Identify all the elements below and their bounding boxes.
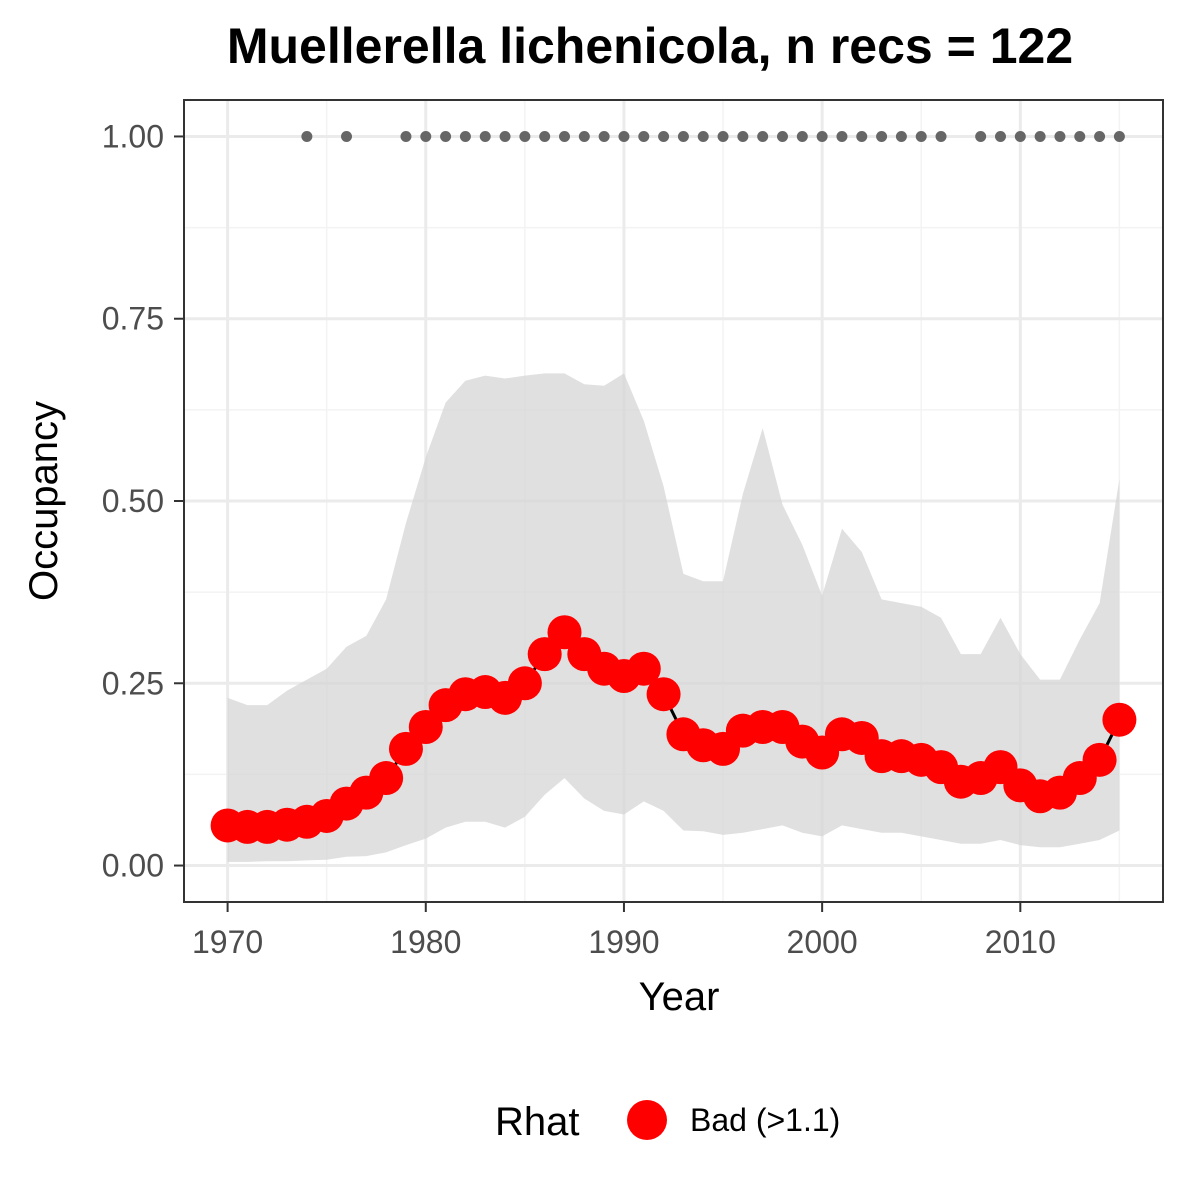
x-tick-label: 1980 — [390, 924, 461, 960]
record-marker — [1014, 130, 1026, 142]
record-marker — [776, 130, 788, 142]
record-marker — [578, 130, 590, 142]
record-marker — [618, 130, 630, 142]
record-marker — [1034, 130, 1046, 142]
record-marker — [658, 130, 670, 142]
record-marker — [876, 130, 888, 142]
record-marker — [519, 130, 531, 142]
record-marker — [539, 130, 551, 142]
x-tick-label: 1990 — [588, 924, 659, 960]
occupancy-point — [408, 710, 443, 745]
occupancy-point — [646, 677, 681, 712]
y-tick-label: 0.00 — [102, 848, 164, 884]
y-tick-label: 1.00 — [102, 118, 164, 154]
record-marker — [1074, 130, 1086, 142]
record-marker — [341, 130, 353, 142]
occupancy-point — [369, 761, 404, 796]
record-marker — [816, 130, 828, 142]
record-marker — [677, 130, 689, 142]
record-marker — [717, 130, 729, 142]
y-axis-title: Occupancy — [22, 401, 66, 601]
record-marker — [440, 130, 452, 142]
occupancy-point — [1082, 742, 1117, 777]
x-tick-label: 2000 — [787, 924, 858, 960]
record-marker — [638, 130, 650, 142]
record-markers — [301, 130, 1125, 142]
record-marker — [975, 130, 987, 142]
record-marker — [499, 130, 511, 142]
y-tick-label: 0.25 — [102, 665, 164, 701]
record-marker — [1113, 130, 1125, 142]
record-marker — [935, 130, 947, 142]
record-marker — [400, 130, 412, 142]
legend: Rhat Bad (>1.1) — [495, 1100, 840, 1144]
x-tick-label: 1970 — [192, 924, 263, 960]
record-marker — [757, 130, 769, 142]
record-marker — [598, 130, 610, 142]
y-axis: 0.00 0.25 0.50 0.75 1.00 — [102, 118, 184, 884]
x-tick-label: 2010 — [985, 924, 1056, 960]
record-marker — [737, 130, 749, 142]
record-marker — [915, 130, 927, 142]
record-marker — [420, 130, 432, 142]
chart-title: Muellerella lichenicola, n recs = 122 — [227, 18, 1073, 74]
record-marker — [559, 130, 571, 142]
record-marker — [459, 130, 471, 142]
x-axis-title: Year — [639, 975, 720, 1019]
credible-interval-ribbon — [227, 373, 1120, 862]
legend-title: Rhat — [495, 1100, 580, 1144]
occupancy-point — [626, 651, 661, 686]
record-marker — [479, 130, 491, 142]
x-axis: 1970 1980 1990 2000 2010 — [192, 902, 1056, 960]
occupancy-point — [388, 731, 423, 766]
occupancy-point — [527, 637, 562, 672]
record-marker — [1094, 130, 1106, 142]
record-marker — [856, 130, 868, 142]
record-marker — [895, 130, 907, 142]
occupancy-points — [210, 615, 1137, 844]
y-tick-label: 0.75 — [102, 301, 164, 337]
record-marker — [796, 130, 808, 142]
plot-panel — [183, 99, 1164, 903]
y-tick-label: 0.50 — [102, 483, 164, 519]
occupancy-point — [1102, 702, 1137, 737]
legend-label: Bad (>1.1) — [690, 1102, 840, 1138]
record-marker — [301, 130, 313, 142]
occupancy-point — [507, 666, 542, 701]
record-marker — [994, 130, 1006, 142]
occupancy-point — [547, 615, 582, 650]
record-marker — [1054, 130, 1066, 142]
record-marker — [697, 130, 709, 142]
record-marker — [836, 130, 848, 142]
legend-key-bad-rhat — [627, 1100, 667, 1140]
